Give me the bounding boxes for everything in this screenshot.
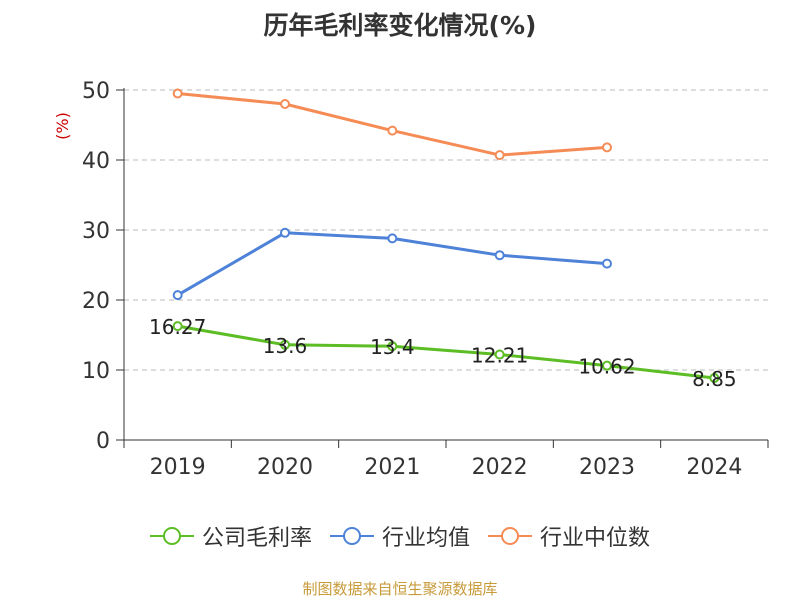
legend-label-industry-median: 行业中位数: [540, 526, 651, 551]
data-point: [387, 341, 398, 352]
data-point: [602, 360, 612, 371]
data-point: [280, 227, 290, 238]
data-point: [602, 142, 612, 153]
legend-label-company: 公司毛利率: [201, 526, 312, 551]
legend-item-company[interactable]: 公司毛利率: [149, 520, 312, 552]
data-point: [387, 125, 398, 136]
data-label: 8.85: [692, 367, 737, 391]
x-tick-label: 2020: [257, 455, 313, 480]
y-axis-label: (%): [53, 112, 72, 140]
data-source-note: 制图数据来自恒生聚源数据库: [302, 580, 498, 598]
y-tick-label: 10: [82, 359, 110, 384]
data-point: [172, 321, 183, 332]
data-point: [280, 99, 290, 109]
data-label: 12.21: [471, 344, 528, 368]
legend-item-industry-median[interactable]: 行业中位数: [488, 520, 650, 552]
data-point: [602, 258, 612, 269]
data-label: 13.4: [370, 335, 415, 359]
data-point: [494, 349, 505, 360]
data-label: 13.6: [263, 334, 308, 358]
data-label: 10.62: [578, 355, 635, 379]
data-point: [387, 233, 398, 244]
y-tick-label: 40: [82, 149, 110, 174]
y-tick-label: 20: [82, 289, 110, 314]
data-point: [709, 373, 720, 384]
x-tick-label: 2023: [579, 455, 635, 480]
data-point: [494, 150, 505, 161]
x-tick-label: 2022: [472, 455, 528, 480]
y-tick-label: 50: [82, 79, 110, 104]
x-tick-label: 2021: [364, 455, 420, 480]
y-tick-label: 30: [82, 219, 110, 244]
chart-title: 历年毛利率变化情况(%): [263, 11, 537, 40]
data-point: [280, 339, 290, 350]
legend-marker-industry-median: [488, 527, 532, 545]
series-line: [177, 324, 715, 380]
data-label: 16.27: [149, 315, 206, 339]
x-tick-label: 2024: [686, 455, 742, 480]
data-point: [172, 88, 183, 99]
legend-label-industry-mean: 行业均值: [381, 526, 470, 551]
legend-item-industry-mean[interactable]: 行业均值: [329, 520, 470, 552]
legend: 公司毛利率 行业均值 行业中位数: [0, 520, 800, 552]
data-point: [172, 290, 183, 301]
legend-marker-industry-mean: [329, 527, 374, 545]
legend-marker-company: [149, 527, 194, 545]
series-line: [177, 92, 608, 157]
y-tick-label: 0: [96, 429, 110, 454]
data-point: [494, 250, 505, 261]
x-tick-label: 2019: [150, 455, 206, 480]
